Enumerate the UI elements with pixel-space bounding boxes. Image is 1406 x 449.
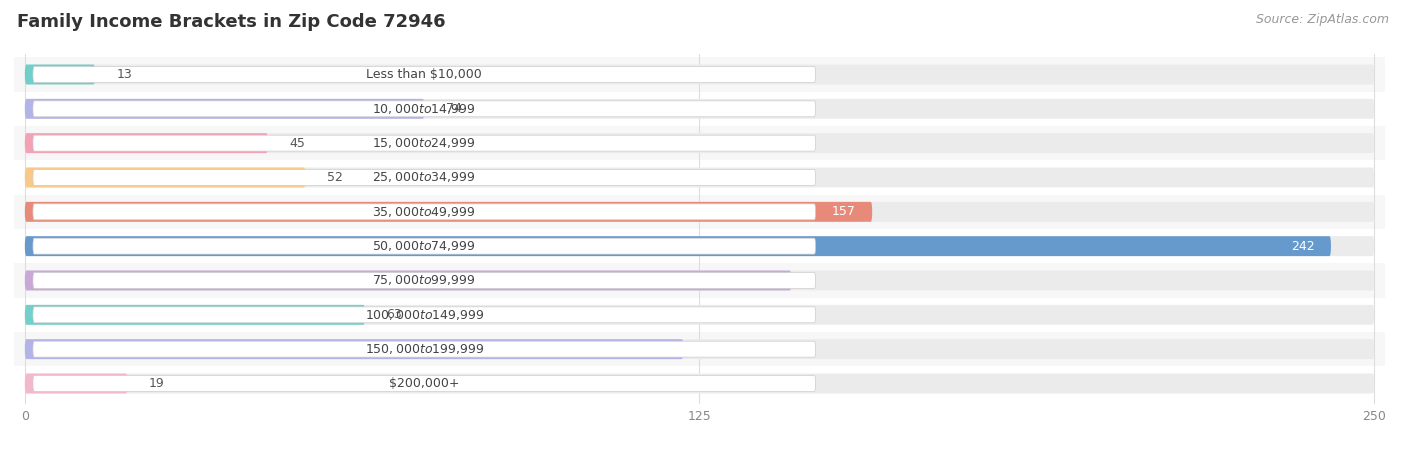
FancyBboxPatch shape <box>25 305 1374 325</box>
Text: 13: 13 <box>117 68 132 81</box>
FancyBboxPatch shape <box>32 238 815 254</box>
FancyBboxPatch shape <box>25 133 1374 153</box>
Text: 52: 52 <box>328 171 343 184</box>
Text: 122: 122 <box>644 343 666 356</box>
FancyBboxPatch shape <box>25 167 1374 187</box>
FancyBboxPatch shape <box>32 273 815 288</box>
FancyBboxPatch shape <box>25 305 366 325</box>
FancyBboxPatch shape <box>0 366 1402 401</box>
Text: 157: 157 <box>832 205 856 218</box>
Text: $200,000+: $200,000+ <box>389 377 460 390</box>
FancyBboxPatch shape <box>0 92 1402 126</box>
FancyBboxPatch shape <box>25 202 1374 222</box>
FancyBboxPatch shape <box>0 126 1402 160</box>
FancyBboxPatch shape <box>25 65 1374 84</box>
FancyBboxPatch shape <box>25 167 305 187</box>
Text: $100,000 to $149,999: $100,000 to $149,999 <box>364 308 484 322</box>
FancyBboxPatch shape <box>32 375 815 392</box>
FancyBboxPatch shape <box>0 195 1402 229</box>
Text: 63: 63 <box>387 308 402 321</box>
FancyBboxPatch shape <box>32 204 815 220</box>
FancyBboxPatch shape <box>25 202 872 222</box>
Text: Source: ZipAtlas.com: Source: ZipAtlas.com <box>1256 13 1389 26</box>
Text: $75,000 to $99,999: $75,000 to $99,999 <box>373 273 477 287</box>
FancyBboxPatch shape <box>32 101 815 117</box>
FancyBboxPatch shape <box>32 135 815 151</box>
Text: $10,000 to $14,999: $10,000 to $14,999 <box>373 102 477 116</box>
FancyBboxPatch shape <box>25 133 267 153</box>
FancyBboxPatch shape <box>25 65 96 84</box>
FancyBboxPatch shape <box>25 374 1374 393</box>
Text: $50,000 to $74,999: $50,000 to $74,999 <box>373 239 477 253</box>
FancyBboxPatch shape <box>32 307 815 323</box>
FancyBboxPatch shape <box>0 298 1402 332</box>
FancyBboxPatch shape <box>0 263 1402 298</box>
FancyBboxPatch shape <box>25 236 1331 256</box>
FancyBboxPatch shape <box>32 341 815 357</box>
Text: Family Income Brackets in Zip Code 72946: Family Income Brackets in Zip Code 72946 <box>17 13 446 31</box>
FancyBboxPatch shape <box>25 236 1374 256</box>
FancyBboxPatch shape <box>25 99 1374 119</box>
FancyBboxPatch shape <box>25 339 683 359</box>
FancyBboxPatch shape <box>0 332 1402 366</box>
FancyBboxPatch shape <box>0 57 1402 92</box>
Text: 74: 74 <box>446 102 461 115</box>
Text: 142: 142 <box>751 274 775 287</box>
Text: 242: 242 <box>1291 240 1315 253</box>
FancyBboxPatch shape <box>25 271 792 291</box>
FancyBboxPatch shape <box>25 374 128 393</box>
Text: $150,000 to $199,999: $150,000 to $199,999 <box>364 342 484 356</box>
FancyBboxPatch shape <box>32 170 815 185</box>
FancyBboxPatch shape <box>25 271 1374 291</box>
Text: $35,000 to $49,999: $35,000 to $49,999 <box>373 205 477 219</box>
FancyBboxPatch shape <box>25 339 1374 359</box>
FancyBboxPatch shape <box>0 229 1402 263</box>
FancyBboxPatch shape <box>32 66 815 83</box>
Text: 45: 45 <box>290 136 305 150</box>
Text: $25,000 to $34,999: $25,000 to $34,999 <box>373 171 477 185</box>
Text: 19: 19 <box>149 377 165 390</box>
Text: Less than $10,000: Less than $10,000 <box>367 68 482 81</box>
FancyBboxPatch shape <box>25 99 425 119</box>
FancyBboxPatch shape <box>0 160 1402 195</box>
Text: $15,000 to $24,999: $15,000 to $24,999 <box>373 136 477 150</box>
